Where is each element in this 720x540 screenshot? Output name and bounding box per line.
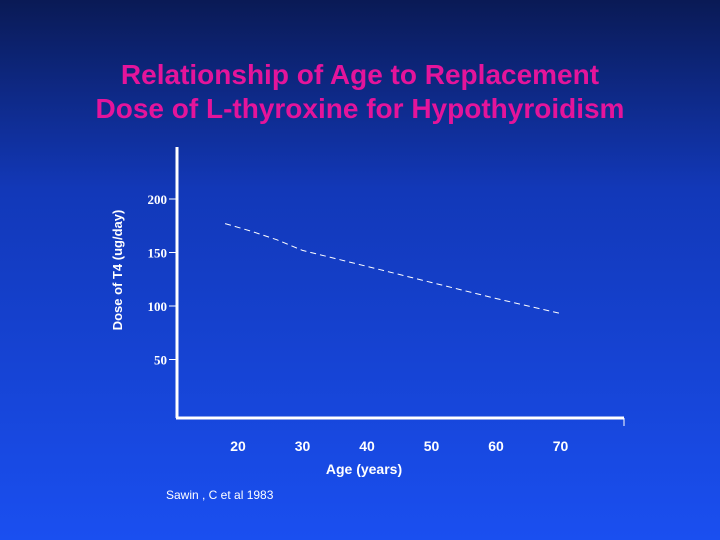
x-tick-label: 30 — [295, 438, 311, 454]
x-tick-label: 60 — [488, 438, 504, 454]
x-axis-label: Age (years) — [326, 461, 402, 477]
y-tick-label: 50 — [154, 353, 167, 368]
y-tick-label: 100 — [148, 299, 168, 314]
axes — [175, 147, 624, 420]
y-axis-label: Dose of T4 (ug/day) — [110, 209, 125, 331]
x-tick-label: 40 — [359, 438, 375, 454]
x-tick-label: 50 — [424, 438, 440, 454]
slide-title: Relationship of Age to Replacement Dose … — [0, 58, 720, 126]
y-ticks: 50 100 150 200 — [148, 192, 177, 368]
x-ticks: 20 30 40 50 60 70 — [230, 418, 625, 454]
source-citation: Sawin , C et al 1983 — [166, 488, 274, 502]
x-tick-label: 70 — [553, 438, 569, 454]
x-tick-label: 20 — [230, 438, 246, 454]
title-line-1: Relationship of Age to Replacement — [120, 59, 600, 90]
title-line-2: Dose of L-thyroxine for Hypothyroidism — [95, 93, 625, 124]
y-tick-label: 200 — [148, 192, 168, 207]
y-tick-label: 150 — [148, 246, 168, 261]
series-line — [224, 223, 561, 314]
